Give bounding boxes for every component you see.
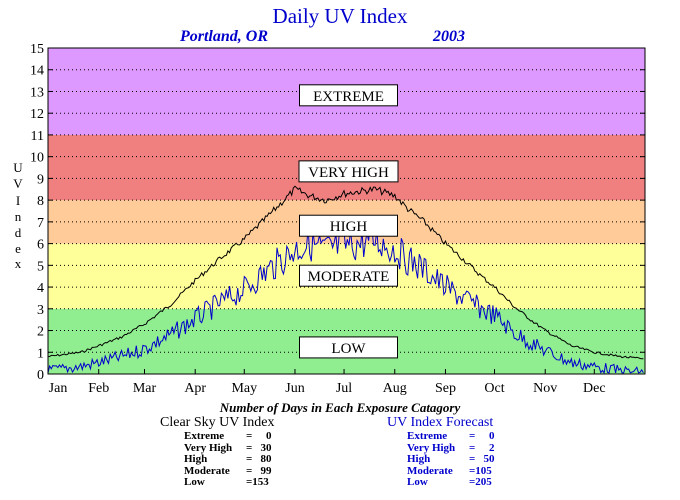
row-value: = 80 <box>246 453 272 465</box>
band-label-extreme: EXTREME <box>299 84 398 107</box>
row-value: =153 <box>246 476 269 488</box>
x-tick-label: Nov <box>533 381 557 396</box>
band-label-text: HIGH <box>330 219 368 235</box>
band-label-box <box>298 160 399 183</box>
y-tick-label: 6 <box>37 238 44 253</box>
clear-sky-row-high: High = 80 <box>160 453 274 466</box>
clear-sky-row-low: Low =153 <box>160 476 274 489</box>
x-tick-label: Apr <box>184 381 206 396</box>
band-label-box <box>299 264 398 287</box>
y-tick-label: 14 <box>30 64 44 79</box>
y-tick-label: 3 <box>37 303 44 318</box>
y-tick-label: 11 <box>31 129 44 144</box>
y-tick-label: 13 <box>30 85 44 100</box>
band-label-text: LOW <box>331 341 366 357</box>
forecast-row-moderate: Moderate =105 <box>387 464 495 478</box>
band-label-box <box>299 336 398 359</box>
clear-sky-title: Clear Sky UV Index <box>160 415 275 430</box>
row-label: Moderate <box>184 464 230 477</box>
y-tick-label: 9 <box>37 172 44 187</box>
row-label: High <box>407 453 431 465</box>
row-value: = 50 <box>469 453 495 465</box>
y-tick-label: 5 <box>37 259 44 274</box>
row-label: Moderate <box>407 464 453 477</box>
uv-chart: Daily UV Index Portland, OR 2003 LOW MODE… <box>13 4 646 396</box>
y-tick-label: 12 <box>30 107 44 122</box>
row-label: Low <box>407 476 428 488</box>
x-tick-label: Feb <box>88 381 109 396</box>
y-tick-label: 8 <box>37 194 44 209</box>
y-tick-label: 15 <box>30 42 44 57</box>
band-label-box <box>299 84 398 107</box>
clear-sky-series-line <box>47 185 644 360</box>
band-label-text: EXTREME <box>313 89 384 105</box>
band-labels: LOW MODERATE HIGH VERY HIGH EXTREME <box>298 84 399 359</box>
row-label: Low <box>184 476 205 488</box>
row-value: =105 <box>469 464 492 477</box>
row-value: = 99 <box>246 464 272 477</box>
band-label-text: VERY HIGH <box>308 165 389 181</box>
y-tick-label: 4 <box>37 281 44 296</box>
clear-sky-row-extreme: Extreme = 0 <box>160 430 274 443</box>
row-value: = 30 <box>246 441 272 454</box>
forecast-row-extreme: Extreme = 0 <box>387 430 495 443</box>
clear-sky-row-moderate: Moderate = 99 <box>160 464 274 478</box>
forecast-title: UV Index Forecast <box>387 415 494 430</box>
row-label: Very High <box>407 441 456 454</box>
stats-caption: Number of Days in Each Exposure Catagory <box>219 400 461 415</box>
row-label: High <box>184 453 208 465</box>
x-tick-label: Dec <box>583 381 606 396</box>
forecast-series-line <box>47 224 644 375</box>
row-value: =205 <box>469 476 492 488</box>
y-tick-label: 10 <box>30 151 44 166</box>
chart-title: Daily UV Index <box>273 4 408 28</box>
forecast-stats: UV Index Forecast Extreme = 0 Very High = … <box>387 415 495 489</box>
band-label-high: HIGH <box>299 214 398 237</box>
x-tick-label: Sep <box>435 381 456 396</box>
x-tick-label: Aug <box>383 381 407 396</box>
series-lines <box>47 185 644 375</box>
band-label-very-high: VERY HIGH <box>298 160 399 183</box>
band-label-text: MODERATE <box>308 269 390 285</box>
row-label: Extreme <box>184 430 225 442</box>
band-label-moderate: MODERATE <box>299 264 398 287</box>
row-label: Very High <box>184 441 233 454</box>
y-tick-label: 2 <box>37 325 44 340</box>
forecast-row-high: High = 50 <box>387 453 495 466</box>
row-value: = 2 <box>469 441 495 454</box>
row-label: Extreme <box>407 430 448 442</box>
x-tick-label: Jan <box>49 381 68 396</box>
clear-sky-stats: Clear Sky UV Index Extreme = 0 Very High =… <box>160 415 274 489</box>
band-label-low: LOW <box>299 336 398 359</box>
y-tick-label: 0 <box>37 368 44 383</box>
row-value: = 0 <box>246 430 272 442</box>
x-tick-label: Jun <box>285 381 304 396</box>
forecast-row-very-high: Very High = 2 <box>387 441 495 455</box>
x-tick-label: May <box>231 381 257 396</box>
x-tick-label: Oct <box>484 381 504 396</box>
y-tick-label: 1 <box>37 346 44 361</box>
chart-subtitle-year: 2003 <box>432 28 465 45</box>
row-value: = 0 <box>469 430 495 442</box>
y-tick-label: 7 <box>37 216 44 231</box>
clear-sky-row-very-high: Very High = 30 <box>160 441 274 455</box>
x-tick-label: Mar <box>133 381 157 396</box>
forecast-row-low: Low =205 <box>387 476 495 489</box>
chart-subtitle-location: Portland, OR <box>179 28 268 45</box>
x-axis: Jan Feb Mar Apr May Jun Jul Aug Sep Oct Nov Dec <box>47 369 606 396</box>
x-tick-label: Jul <box>336 381 352 396</box>
band-label-box <box>299 214 398 237</box>
plot-frame <box>47 47 646 375</box>
